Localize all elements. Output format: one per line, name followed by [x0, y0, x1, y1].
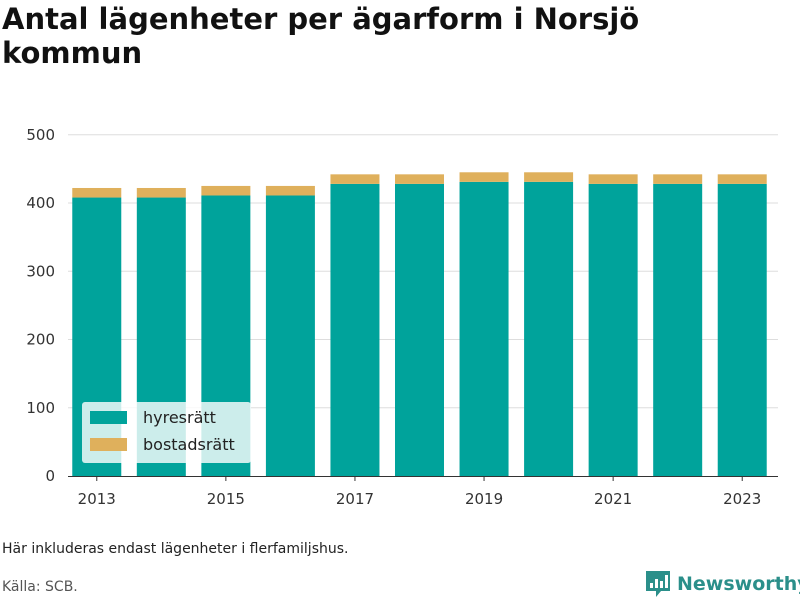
x-tick-label: 2013: [78, 490, 116, 508]
bar-bostadsrätt-2020: [524, 172, 574, 182]
bar-bostadsrätt-2016: [265, 185, 315, 196]
y-tick-label: 300: [26, 262, 55, 280]
bar-bostadsrätt-2013: [72, 187, 122, 198]
bar-hyresrätt-2018: [395, 183, 444, 476]
y-tick-label: 0: [45, 467, 55, 485]
legend-label-hyresrätt: hyresrätt: [143, 408, 216, 427]
legend-swatch-bostadsrätt: [90, 438, 127, 451]
bar-bostadsrätt-2023: [717, 174, 767, 184]
legend-swatch-hyresrätt: [90, 411, 127, 424]
x-tick-label: 2021: [594, 490, 632, 508]
bar-hyresrätt-2023: [717, 183, 767, 476]
y-tick-label: 500: [26, 126, 55, 144]
bar-bostadsrätt-2021: [588, 174, 638, 184]
y-tick-label: 100: [26, 399, 55, 417]
source-text: Källa: SCB.: [2, 579, 78, 595]
bar-bostadsrätt-2022: [653, 174, 703, 184]
x-tick-label: 2017: [336, 490, 374, 508]
y-tick-label: 400: [26, 194, 55, 212]
bar-bostadsrätt-2015: [201, 185, 251, 196]
axis-layer: 0 100 200 300 400 500 2013 2015 2017 2019 2021 2023: [26, 126, 778, 508]
legend: hyresrätt bostadsrätt: [82, 402, 251, 463]
legend-label-bostadsrätt: bostadsrätt: [143, 435, 235, 454]
stacked-bar-chart: 0 100 200 300 400 500 2013 2015 2017 2019 2021 2023…: [26, 126, 778, 508]
bar-hyresrätt-2017: [330, 183, 380, 476]
bar-hyresrätt-2016: [265, 195, 315, 476]
bar-bostadsrätt-2018: [395, 174, 444, 184]
bar-hyresrätt-2019: [459, 181, 509, 476]
x-tick-label: 2023: [723, 490, 761, 508]
chart-note: Här inkluderas endast lägenheter i flerf…: [2, 541, 349, 557]
bar-bostadsrätt-2019: [459, 172, 509, 182]
newsworthy-logo[interactable]: Newsworthy: [645, 569, 800, 599]
y-tick-label: 200: [26, 331, 55, 349]
bar-bostadsrätt-2014: [136, 187, 186, 198]
x-tick-label: 2019: [465, 490, 503, 508]
newsworthy-icon: [646, 571, 670, 597]
bar-bostadsrätt-2017: [330, 174, 380, 184]
brand-name: Newsworthy: [677, 573, 800, 595]
bar-hyresrätt-2021: [588, 183, 638, 476]
bar-hyresrätt-2020: [524, 181, 574, 476]
page-title: Antal lägenheter per ägarform i Norsjö k…: [2, 2, 640, 70]
bar-hyresrätt-2022: [653, 183, 703, 476]
x-tick-label: 2015: [207, 490, 245, 508]
